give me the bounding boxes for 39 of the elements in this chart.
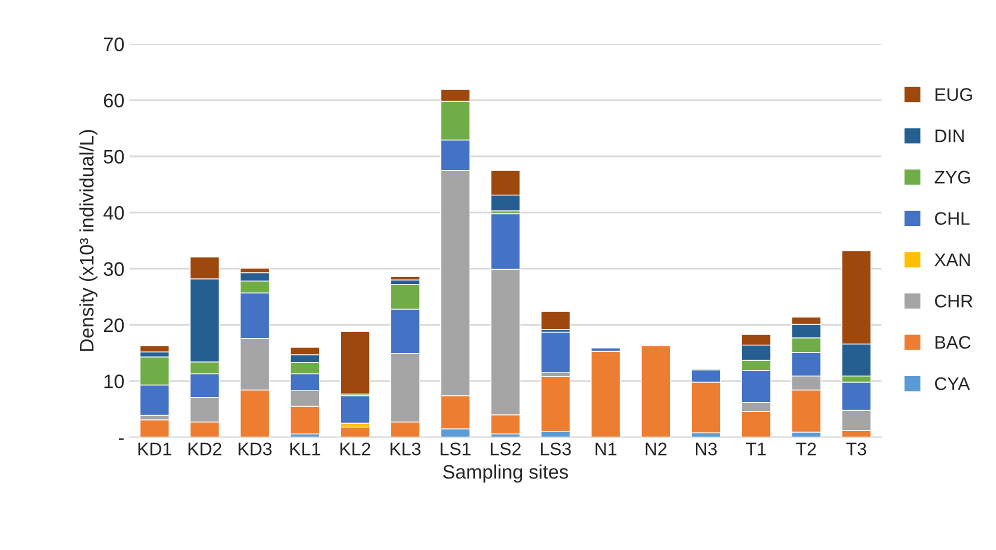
x-tick-label: KL1 bbox=[290, 442, 320, 456]
y-tick-label: 10 bbox=[104, 374, 124, 388]
y-tick-label: - bbox=[119, 438, 124, 440]
x-tick-label: T3 bbox=[846, 442, 866, 456]
bar bbox=[540, 310, 571, 330]
x-tick-label: N3 bbox=[696, 442, 717, 456]
x-tick-label: N1 bbox=[596, 442, 616, 456]
bar bbox=[140, 419, 170, 438]
x-tick-label: KD1 bbox=[138, 442, 172, 456]
legend-label: CHR bbox=[935, 294, 972, 308]
x-tick-label: T2 bbox=[796, 442, 816, 456]
y-axis-title: Density (x10³ individual/L) bbox=[79, 130, 98, 351]
legend-label: EUG bbox=[936, 88, 972, 101]
y-tick-label: 40 bbox=[103, 206, 124, 220]
x-tick-label: LS1 bbox=[440, 442, 471, 456]
legend-label: XAN bbox=[934, 254, 970, 266]
y-tick-label: 60 bbox=[104, 94, 124, 108]
x-tick-label: KL3 bbox=[390, 442, 420, 456]
x-axis-title: Sampling sites bbox=[443, 464, 568, 483]
x-tick-label: T1 bbox=[746, 442, 766, 456]
legend-label: BAC bbox=[936, 336, 971, 349]
y-tick-label: 30 bbox=[104, 262, 124, 276]
y-tick-label: 20 bbox=[104, 318, 124, 332]
x-tick-label: KL2 bbox=[340, 442, 370, 456]
legend-label: CYA bbox=[935, 377, 970, 390]
y-tick-label: 70 bbox=[104, 37, 124, 52]
bar bbox=[590, 350, 621, 438]
legend-label: DIN bbox=[936, 130, 964, 142]
bar bbox=[540, 376, 571, 432]
x-tick-label: KD2 bbox=[188, 442, 222, 456]
x-tick-label: LS3 bbox=[541, 442, 571, 456]
bar bbox=[640, 345, 671, 438]
legend-label: CHL bbox=[935, 212, 970, 225]
legend-label: ZYG bbox=[934, 170, 970, 184]
x-tick-label: LS2 bbox=[490, 442, 521, 456]
x-tick-label: N2 bbox=[646, 442, 666, 456]
bar bbox=[540, 332, 571, 374]
x-tick-label: KD3 bbox=[238, 442, 272, 456]
y-tick-label: 50 bbox=[104, 150, 124, 164]
